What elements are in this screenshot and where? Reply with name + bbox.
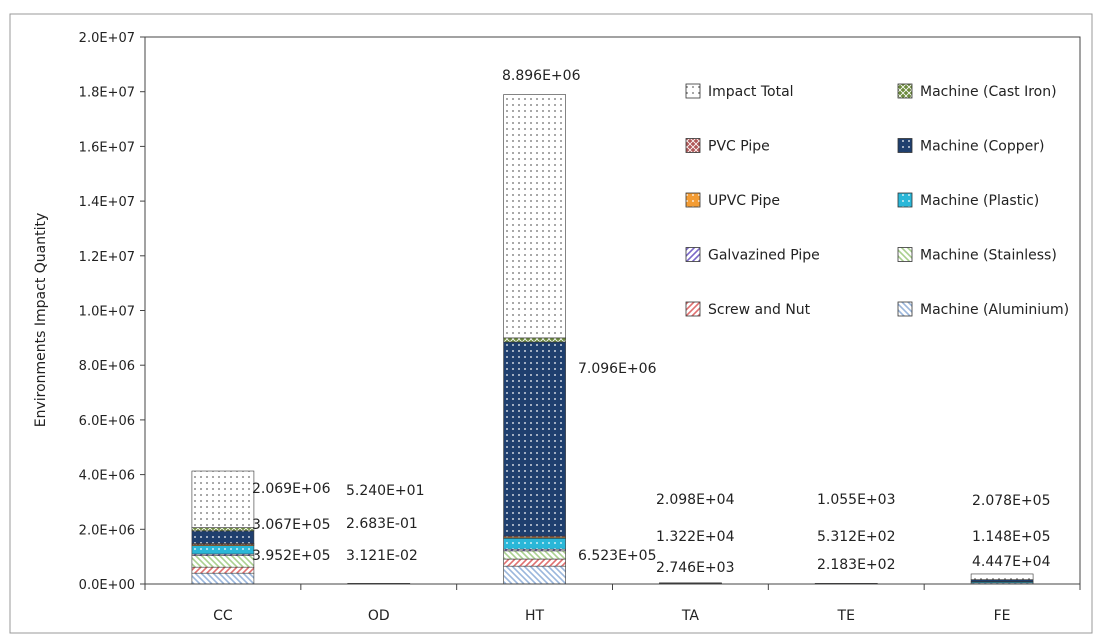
data-label: 3.952E+05 (252, 548, 330, 564)
bar-segment-machine-stainless (191, 555, 255, 568)
data-label: 1.148E+05 (972, 529, 1050, 545)
bar-segment-machine-aluminium (503, 565, 566, 585)
y-tick-label: 4.0E+06 (79, 469, 135, 484)
legend-swatch (685, 192, 701, 208)
legend-label: Machine (Aluminium) (920, 302, 1069, 318)
bar-segment-machine-plastic (503, 537, 566, 550)
bar-segment-machine-cast-iron (503, 337, 566, 343)
x-tick-label: TE (837, 608, 855, 624)
data-label: 3.067E+05 (252, 517, 330, 533)
legend-swatch (685, 301, 701, 317)
y-tick-label: 1.0E+07 (79, 305, 135, 320)
bar-segment-machine-cast-iron (191, 527, 255, 532)
data-label: 4.447E+04 (972, 554, 1051, 570)
data-label: 2.683E-01 (346, 516, 418, 532)
legend-swatch (897, 192, 913, 208)
y-tick-label: 1.4E+07 (79, 195, 135, 210)
legend: Impact Total Machine (Cast Iron) PVC Pipe M… (685, 83, 1069, 318)
data-label: 6.523E+05 (578, 548, 656, 564)
data-label: 2.183E+02 (817, 557, 895, 573)
bar-segment-machine-stainless (503, 550, 566, 560)
x-tick-label: OD (368, 608, 390, 624)
x-tick-label: CC (213, 608, 233, 624)
bar-segment-impact-total (191, 470, 255, 528)
data-label: 2.746E+03 (656, 560, 734, 576)
bar-segment-impact-total (503, 94, 566, 339)
legend-swatch (685, 138, 701, 153)
y-tick-label: 8.0E+06 (79, 359, 135, 374)
legend-swatch (685, 247, 701, 262)
y-tick-label: 1.2E+07 (79, 250, 135, 265)
data-label: 5.240E+01 (346, 483, 424, 499)
bar-segment-machine-aluminium (191, 572, 255, 585)
bar-segment-screw-and-nut (191, 566, 255, 574)
legend-label: UPVC Pipe (708, 193, 780, 209)
data-label: 3.121E-02 (346, 548, 418, 564)
legend-label: Screw and Nut (708, 302, 811, 318)
legend-label: PVC Pipe (708, 139, 770, 155)
legend-swatch (897, 247, 913, 262)
data-label: 5.312E+02 (817, 529, 895, 545)
legend-swatch (897, 301, 913, 317)
y-axis-title: Environments Impact Quantity (33, 213, 49, 428)
y-tick-label: 6.0E+06 (79, 414, 135, 429)
y-tick-label: 1.6E+07 (79, 140, 135, 155)
legend-label: Machine (Cast Iron) (920, 84, 1057, 100)
y-tick-label: 0.0E+00 (79, 578, 135, 593)
legend-label: Machine (Stainless) (920, 248, 1057, 264)
legend-swatch (897, 138, 913, 153)
bar-segment-screw-and-nut (503, 558, 566, 567)
data-label: 1.055E+03 (817, 492, 895, 508)
legend-label: Machine (Copper) (920, 139, 1044, 155)
data-label: 2.078E+05 (972, 493, 1050, 509)
x-tick-label: HT (525, 608, 545, 624)
data-label: 1.322E+04 (656, 529, 735, 545)
bar-segment-machine-copper (503, 341, 566, 537)
y-tick-label: 2.0E+06 (79, 523, 135, 538)
bar-segment-machine-copper (970, 579, 1034, 582)
legend-label: Galvazined Pipe (708, 248, 820, 264)
legend-swatch (685, 83, 701, 99)
data-label: 2.069E+06 (252, 481, 331, 497)
data-label: 7.096E+06 (578, 361, 657, 377)
data-label: 8.896E+06 (502, 68, 581, 84)
y-tick-label: 2.0E+07 (79, 31, 135, 46)
data-label: 2.098E+04 (656, 492, 735, 508)
x-tick-label: FE (994, 608, 1011, 624)
x-tick-label: TA (681, 608, 699, 624)
bar-segment-machine-plastic (191, 545, 255, 555)
legend-label: Impact Total (708, 84, 794, 100)
bar-segment-machine-copper (191, 530, 255, 544)
bar-segment-impact-total (659, 582, 722, 584)
legend-label: Machine (Plastic) (920, 193, 1039, 209)
bar-segment-impact-total (970, 573, 1034, 580)
y-tick-label: 1.8E+07 (79, 86, 135, 101)
legend-swatch (897, 83, 913, 99)
